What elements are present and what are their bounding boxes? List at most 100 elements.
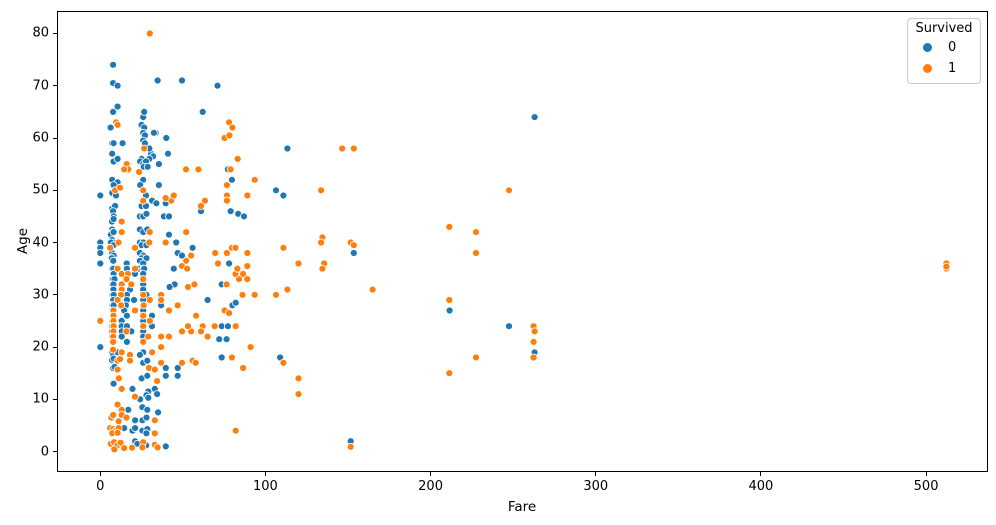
data-point-survived-1 (184, 322, 192, 331)
data-point-survived-0 (213, 81, 222, 90)
data-point-survived-1 (243, 191, 252, 200)
data-point-survived-1 (222, 181, 231, 190)
data-point-survived-1 (239, 364, 248, 372)
data-point-survived-1 (157, 296, 166, 304)
data-point-survived-1 (150, 365, 159, 374)
data-point-survived-1 (346, 442, 355, 451)
data-point-survived-1 (169, 191, 178, 200)
data-point-survived-1 (214, 259, 222, 268)
x-axis-label: Fare (507, 499, 537, 515)
data-point-survived-1 (279, 243, 288, 252)
data-point-survived-0 (96, 343, 105, 352)
data-point-survived-1 (153, 377, 162, 386)
data-point-survived-0 (109, 108, 117, 116)
data-point-survived-1 (131, 264, 139, 273)
data-point-survived-1 (128, 443, 137, 452)
data-point-survived-0 (164, 149, 172, 158)
data-point-survived-1 (138, 443, 147, 452)
y-tick-mark (53, 294, 57, 296)
x-tick-mark (760, 472, 762, 476)
data-point-survived-1 (113, 428, 122, 437)
legend-entry-1: 1 (908, 58, 980, 79)
data-point-survived-0 (349, 249, 358, 257)
x-tick-label: 500 (913, 479, 939, 494)
data-point-survived-0 (131, 416, 140, 425)
data-point-survived-0 (169, 264, 178, 273)
data-point-survived-1 (145, 228, 154, 237)
data-point-survived-0 (231, 298, 240, 307)
data-point-survived-1 (250, 175, 259, 184)
x-tick-label: 200 (418, 479, 443, 494)
data-point-survived-1 (338, 144, 347, 153)
y-tick-mark (53, 242, 57, 244)
y-axis-label: Age (15, 227, 32, 255)
data-point-survived-0 (153, 390, 162, 399)
data-point-survived-0 (223, 322, 232, 331)
data-point-survived-0 (109, 228, 118, 237)
data-point-survived-1 (131, 306, 139, 315)
data-point-survived-1 (349, 144, 358, 153)
legend-entry-0: 0 (908, 37, 980, 58)
data-point-survived-1 (222, 280, 231, 289)
data-point-survived-1 (122, 327, 131, 336)
data-point-survived-1 (210, 322, 219, 331)
data-point-survived-0 (161, 371, 170, 380)
x-tick-label: 0 (96, 479, 105, 494)
data-point-survived-1 (109, 345, 117, 354)
y-tick-label: 60 (32, 130, 49, 146)
data-point-survived-0 (161, 442, 170, 451)
data-point-survived-0 (173, 364, 182, 372)
data-point-survived-1 (131, 243, 139, 252)
data-point-survived-1 (183, 264, 192, 273)
data-point-survived-1 (122, 413, 131, 422)
data-point-survived-1 (113, 296, 122, 304)
data-point-survived-1 (530, 327, 539, 336)
data-point-survived-0 (142, 429, 151, 438)
data-point-survived-1 (233, 264, 242, 273)
data-point-survived-0 (113, 154, 122, 163)
y-tick-label: 50 (32, 182, 49, 198)
data-point-survived-1 (942, 262, 951, 271)
data-point-survived-1 (145, 238, 154, 247)
data-point-survived-1 (145, 296, 154, 304)
data-point-survived-1 (243, 262, 252, 271)
data-point-survived-1 (246, 343, 255, 352)
data-point-survived-1 (190, 280, 199, 289)
data-point-survived-1 (226, 165, 235, 174)
data-point-survived-0 (154, 160, 163, 169)
data-point-survived-0 (173, 371, 182, 380)
legend: Survived 0 1 (907, 18, 981, 84)
data-point-survived-1 (250, 290, 259, 299)
data-point-survived-1 (238, 290, 247, 299)
data-point-survived-1 (317, 186, 326, 195)
y-tick-label: 80 (32, 25, 49, 41)
data-point-survived-1 (165, 306, 173, 315)
data-point-survived-1 (145, 316, 154, 325)
data-point-survived-0 (143, 356, 152, 365)
data-point-survived-0 (123, 337, 131, 346)
data-point-survived-1 (139, 290, 148, 299)
data-point-survived-1 (505, 186, 513, 195)
data-point-survived-0 (530, 113, 539, 121)
data-point-survived-0 (154, 408, 163, 417)
data-point-survived-1 (445, 222, 454, 231)
data-point-survived-1 (211, 249, 220, 257)
data-point-survived-0 (140, 108, 149, 116)
data-point-survived-0 (106, 123, 115, 132)
data-point-survived-0 (117, 332, 126, 341)
data-point-survived-1 (157, 358, 166, 367)
data-point-survived-1 (472, 228, 480, 237)
data-point-survived-0 (162, 134, 171, 142)
data-point-survived-0 (128, 384, 137, 393)
data-point-survived-1 (529, 337, 538, 346)
data-point-survived-1 (472, 353, 480, 362)
data-point-survived-1 (96, 316, 105, 325)
data-point-survived-0 (226, 207, 235, 216)
data-point-survived-1 (227, 353, 236, 362)
data-point-survived-1 (117, 228, 126, 237)
data-point-survived-1 (225, 309, 234, 318)
y-tick-label: 0 (40, 444, 49, 460)
legend-label-survived-0: 0 (948, 40, 957, 55)
data-point-survived-1 (145, 29, 154, 38)
data-point-survived-1 (165, 332, 173, 341)
